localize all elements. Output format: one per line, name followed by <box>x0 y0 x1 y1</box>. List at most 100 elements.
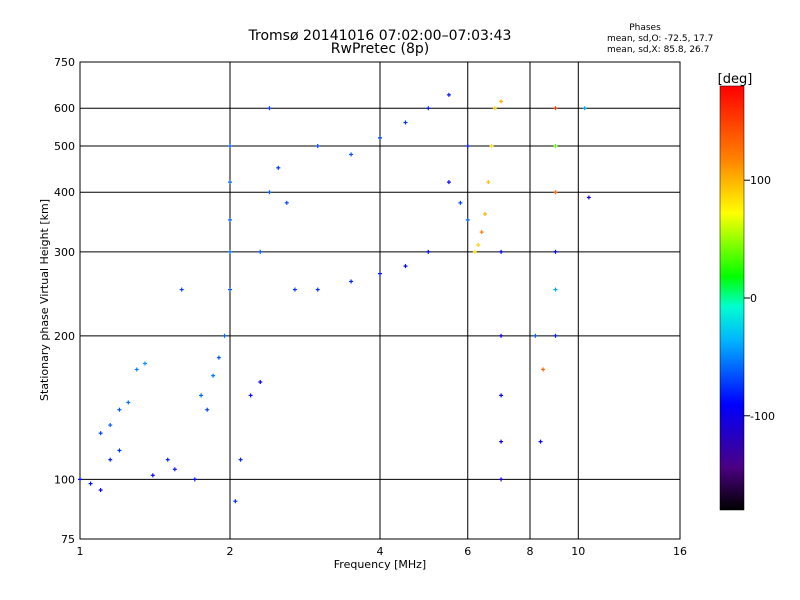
data-point <box>211 373 216 378</box>
x-tick-label: 4 <box>377 545 384 558</box>
chart-subtitle: RwPretec (8p) <box>330 41 430 57</box>
data-point <box>292 287 297 292</box>
data-point <box>349 152 354 157</box>
x-tick-label: 1 <box>77 545 84 558</box>
data-point <box>553 333 558 338</box>
data-point <box>228 180 232 185</box>
phase-stats-title: Phases <box>629 23 661 33</box>
data-point <box>192 477 197 482</box>
data-point <box>553 143 558 148</box>
grid <box>79 61 681 540</box>
data-point <box>403 264 408 269</box>
phase-stats-x: mean, sd,X: 85.8, 26.7 <box>607 45 710 55</box>
data-point <box>228 217 232 222</box>
data-point <box>267 190 272 195</box>
data-point <box>349 279 354 284</box>
colorbar <box>719 85 745 511</box>
data-point <box>541 367 546 372</box>
data-point <box>492 106 497 111</box>
chart-title: Tromsø 20141016 07:02:00–07:03:43 <box>248 28 512 44</box>
data-point <box>499 249 504 254</box>
x-tick-label: 2 <box>227 545 234 558</box>
data-point <box>378 135 382 140</box>
data-points <box>78 92 591 504</box>
data-point <box>465 217 470 222</box>
data-point <box>446 180 451 185</box>
data-point <box>586 195 591 200</box>
data-point <box>538 439 543 444</box>
data-point <box>378 271 382 276</box>
data-point <box>553 106 558 111</box>
data-point <box>88 481 93 486</box>
y-tick-label: 200 <box>54 330 75 343</box>
data-point <box>228 143 232 148</box>
data-point <box>222 333 227 338</box>
colorbar-tick-label: -100 <box>750 410 775 423</box>
x-tick-labels: 1 2 4 6 8 10 16 <box>77 545 688 558</box>
data-point <box>142 361 147 366</box>
x-tick-label: 6 <box>464 545 471 558</box>
y-tick-label: 500 <box>54 140 75 153</box>
data-point <box>465 143 470 148</box>
data-point <box>533 333 538 338</box>
data-point <box>426 249 431 254</box>
colorbar-label: [deg] <box>718 72 753 87</box>
data-point <box>276 165 281 170</box>
colorbar-tick-label: 100 <box>750 174 771 187</box>
data-point <box>78 477 82 482</box>
data-point <box>248 393 253 398</box>
data-point <box>228 287 232 292</box>
y-tick-labels: 75 100 200 300 400 500 600 750 <box>54 56 75 546</box>
data-point <box>476 243 481 248</box>
data-point <box>499 99 504 104</box>
data-point <box>483 212 488 217</box>
phase-stats-o: mean, sd,O: -72.5, 17.7 <box>607 34 714 44</box>
data-point <box>258 249 263 254</box>
data-point <box>172 467 177 472</box>
data-point <box>315 143 320 148</box>
data-point <box>426 106 431 111</box>
data-point <box>117 407 122 412</box>
y-tick-label: 75 <box>61 533 75 546</box>
data-point <box>446 92 451 97</box>
y-tick-label: 100 <box>54 473 75 486</box>
data-point <box>205 407 210 412</box>
y-tick-label: 750 <box>54 56 75 69</box>
data-point <box>486 180 491 185</box>
y-tick-label: 600 <box>54 102 75 115</box>
data-point <box>499 439 504 444</box>
data-point <box>582 106 587 111</box>
data-point <box>117 448 122 453</box>
x-tick-label: 16 <box>673 545 687 558</box>
data-point <box>216 355 221 360</box>
data-point <box>499 333 504 338</box>
data-point <box>458 200 463 205</box>
data-point <box>98 488 103 493</box>
x-axis-label: Frequency [MHz] <box>334 558 426 571</box>
colorbar-tick-label: 0 <box>750 292 757 305</box>
data-point <box>489 143 494 148</box>
data-point <box>150 473 155 478</box>
data-point <box>126 400 131 405</box>
data-point <box>108 457 113 462</box>
data-point <box>553 287 558 292</box>
data-point <box>258 380 263 385</box>
data-point <box>108 423 113 428</box>
data-point <box>228 249 232 254</box>
data-point <box>284 200 289 205</box>
data-point <box>98 431 103 436</box>
data-point <box>553 190 558 195</box>
data-point <box>233 499 238 504</box>
x-tick-label: 10 <box>571 545 585 558</box>
data-point <box>403 120 408 125</box>
data-point <box>553 249 558 254</box>
data-point <box>499 393 504 398</box>
data-point <box>165 457 170 462</box>
y-axis-label: Stationary phase Virtual Height [km] <box>38 199 51 401</box>
data-point <box>472 249 477 254</box>
x-tick-label: 8 <box>527 545 534 558</box>
data-point <box>179 287 184 292</box>
y-tick-label: 400 <box>54 186 75 199</box>
data-point <box>134 367 139 372</box>
